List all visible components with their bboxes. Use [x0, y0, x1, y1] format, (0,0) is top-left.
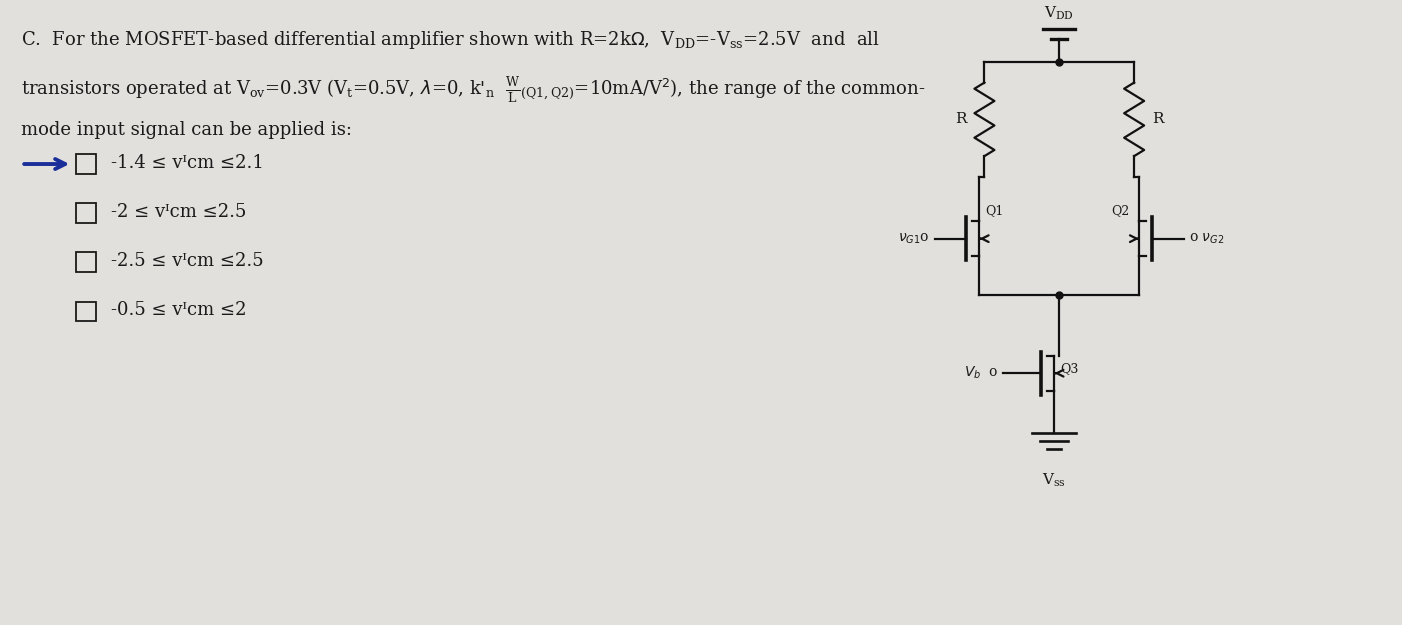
- Text: V$_{\mathregular{DD}}$: V$_{\mathregular{DD}}$: [1044, 4, 1074, 22]
- Text: Q2: Q2: [1112, 204, 1130, 217]
- Text: -1.4 ≤ vᴵcm ≤2.1: -1.4 ≤ vᴵcm ≤2.1: [111, 154, 264, 172]
- Bar: [76, 253, 97, 272]
- Text: R: R: [955, 112, 966, 126]
- Text: mode input signal can be applied is:: mode input signal can be applied is:: [21, 121, 352, 139]
- Text: C.  For the MOSFET-based differential amplifier shown with R=2k$\Omega$,  V$_{\m: C. For the MOSFET-based differential amp…: [21, 29, 880, 51]
- Text: R: R: [1152, 112, 1164, 126]
- Text: $V_b$  o: $V_b$ o: [963, 365, 998, 381]
- Text: Q3: Q3: [1060, 362, 1078, 375]
- Bar: [76, 203, 97, 223]
- Text: Q1: Q1: [986, 204, 1004, 217]
- Text: $\nu_{G1}$o: $\nu_{G1}$o: [899, 231, 930, 246]
- Text: -2 ≤ vᴵcm ≤2.5: -2 ≤ vᴵcm ≤2.5: [111, 203, 247, 221]
- Bar: [76, 154, 97, 174]
- Text: o $\nu_{G2}$: o $\nu_{G2}$: [1189, 231, 1224, 246]
- Bar: [76, 301, 97, 321]
- Text: V$_{\mathregular{ss}}$: V$_{\mathregular{ss}}$: [1043, 471, 1066, 489]
- Text: -0.5 ≤ vᴵcm ≤2: -0.5 ≤ vᴵcm ≤2: [111, 301, 247, 319]
- Text: transistors operated at V$_{\mathregular{ov}}$=0.3V (V$_{\mathregular{t}}$=0.5V,: transistors operated at V$_{\mathregular…: [21, 76, 925, 105]
- Text: -2.5 ≤ vᴵcm ≤2.5: -2.5 ≤ vᴵcm ≤2.5: [111, 253, 264, 270]
